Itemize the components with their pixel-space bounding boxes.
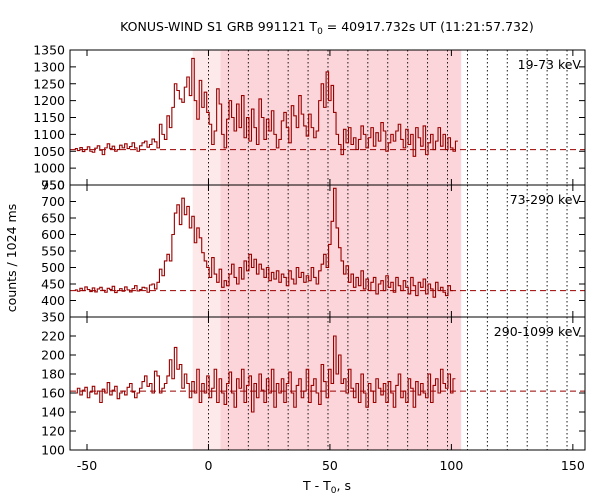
y-tick-label: 1150 xyxy=(33,110,65,125)
x-tick-label: 100 xyxy=(439,458,463,473)
y-tick-label: 220 xyxy=(41,329,65,344)
x-tick-label: 150 xyxy=(561,458,585,473)
energy-band-label: 73-290 keV xyxy=(510,192,582,207)
shaded-region xyxy=(220,50,462,185)
y-tick-label: 160 xyxy=(41,386,65,401)
y-tick-label: 500 xyxy=(41,260,65,275)
lightcurve-series xyxy=(74,187,453,298)
y-tick-label: 1250 xyxy=(33,76,65,91)
y-tick-label: 120 xyxy=(41,424,65,439)
y-tick-label: 350 xyxy=(41,310,65,325)
lightcurve-series xyxy=(74,57,458,157)
y-tick-label: 1200 xyxy=(33,93,65,108)
x-tick-label: 0 xyxy=(204,458,212,473)
y-tick-label: 100 xyxy=(41,443,65,458)
y-tick-label: 1050 xyxy=(33,144,65,159)
x-tick-label: 50 xyxy=(322,458,338,473)
y-tick-label: 1300 xyxy=(33,59,65,74)
y-tick-label: 700 xyxy=(41,194,65,209)
y-tick-label: 400 xyxy=(41,293,65,308)
y-axis-title: counts / 1024 ms xyxy=(4,204,19,312)
panels-group: 9501000105011001150120012501300135019-73… xyxy=(33,43,586,473)
x-tick-label: -50 xyxy=(77,458,97,473)
y-tick-label: 180 xyxy=(41,367,65,382)
y-tick-label: 1100 xyxy=(33,127,65,142)
energy-band-label: 290-1099 keV xyxy=(494,324,582,339)
y-tick-label: 450 xyxy=(41,277,65,292)
y-tick-label: 600 xyxy=(41,227,65,242)
y-tick-label: 750 xyxy=(41,178,65,193)
y-tick-label: 200 xyxy=(41,348,65,363)
y-tick-label: 950 xyxy=(41,178,65,193)
x-axis-title: T - T0, s xyxy=(302,478,351,496)
y-tick-label: 650 xyxy=(41,211,65,226)
panel-frame xyxy=(69,316,586,451)
chart-title: KONUS-WIND S1 GRB 991121 T0 = 40917.732s… xyxy=(120,19,534,37)
y-tick-label: 1000 xyxy=(33,161,65,176)
y-tick-label: 550 xyxy=(41,244,65,259)
lightcurve-series xyxy=(74,335,456,413)
panel-3: 100 120 140 160 180 200 220 290-1099 keV xyxy=(41,316,586,458)
y-tick-label: 1350 xyxy=(33,43,65,58)
y-tick-label: 140 xyxy=(41,405,65,420)
energy-band-label: 19-73 keV xyxy=(518,57,582,72)
